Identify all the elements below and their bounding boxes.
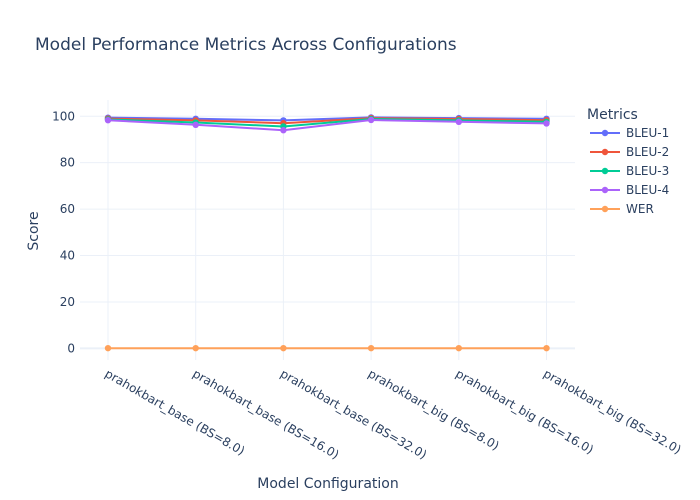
data-point	[280, 126, 287, 134]
legend-title: Metrics	[587, 107, 638, 123]
y-tick-label: 20	[60, 295, 75, 309]
y-tick-label: 60	[60, 202, 75, 216]
data-point	[367, 116, 375, 124]
x-tick-label: prahokbart_base (BS=32.0)	[278, 366, 429, 461]
legend-item-label: BLEU-2	[626, 145, 669, 159]
data-point	[455, 118, 462, 126]
x-tick-label: prahokbart_big (BS=32.0)	[541, 366, 684, 456]
data-point	[280, 344, 287, 352]
data-point	[104, 344, 112, 352]
legend-item-label: WER	[626, 202, 654, 216]
legend-item-label: BLEU-4	[626, 183, 669, 197]
data-point	[543, 344, 550, 352]
y-axis-title: Score	[26, 211, 42, 250]
data-point	[192, 344, 199, 352]
x-tick-label: prahokbart_base (BS=8.0)	[103, 366, 248, 458]
data-point	[192, 121, 199, 129]
legend-swatch-marker	[601, 167, 609, 175]
y-tick-label: 100	[52, 109, 75, 123]
plot-area	[104, 114, 550, 352]
chart-title: Model Performance Metrics Across Configu…	[35, 35, 457, 55]
data-point	[104, 116, 112, 124]
legend-swatch-marker	[601, 129, 609, 137]
data-point	[455, 344, 462, 352]
legend-swatch-marker	[601, 205, 609, 213]
y-tick-label: 0	[67, 341, 75, 355]
y-tick-label: 40	[60, 249, 75, 263]
legend-item-label: BLEU-1	[626, 126, 669, 140]
series-line	[107, 118, 547, 132]
data-point	[543, 120, 550, 127]
x-tick-label: prahokbart_base (BS=16.0)	[190, 366, 341, 461]
grid	[80, 100, 575, 360]
x-tick-label: prahokbart_big (BS=16.0)	[453, 366, 596, 456]
x-axis-title: Model Configuration	[257, 476, 398, 492]
series-line	[107, 117, 547, 125]
series-line	[107, 117, 547, 128]
legend-swatch-marker	[601, 186, 609, 194]
y-tick-label: 80	[60, 156, 75, 170]
legend-swatch-marker	[601, 148, 609, 156]
legend: Metrics BLEU-1 BLEU-2 BLEU-3 BLEU-4 WER	[587, 107, 669, 216]
legend-item-label: BLEU-3	[626, 164, 669, 178]
data-point	[367, 344, 375, 352]
